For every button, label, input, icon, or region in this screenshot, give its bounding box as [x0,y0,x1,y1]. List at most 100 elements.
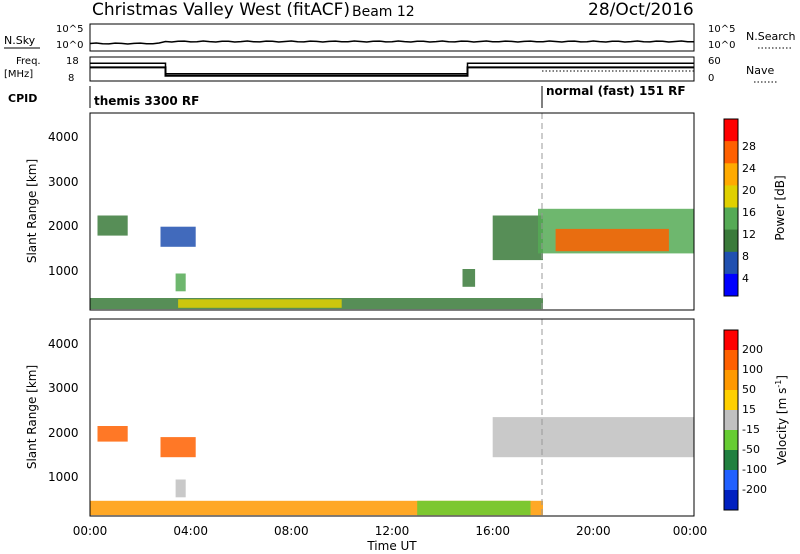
velocity-panel: 4000 3000 2000 1000 Slant Range [km] [25,318,695,517]
velocity-cell [97,426,128,442]
power-cell [555,228,669,252]
nsky-panel-frame [89,23,695,52]
velocity-colorbar-swatch [724,370,738,391]
nsky-tick-top: 10^5 [56,24,83,35]
freq-unit: [MHz] [4,69,33,80]
power-heatmap [90,208,694,310]
nsearch-tick-top: 10^5 [708,24,735,35]
power-cbar-tick-16: 16 [742,206,756,219]
x-axis: 00:00 04:00 08:00 12:00 16:00 20:00 00:0… [73,524,708,553]
velocity-colorbar-swatch [724,390,738,411]
velocity-cbar-tick-m100: -100 [742,463,767,476]
power-cbar-label: Power [dB] [773,175,787,240]
xtick-1200: 12:00 [375,524,410,538]
power-cell [178,299,342,308]
xtick-0000: 00:00 [73,524,108,538]
power-colorbar: 28 24 20 16 12 8 4 Power [dB] [723,118,787,297]
cpid-segment-1: themis 3300 RF [94,94,199,108]
velocity-cbar-tick-m15: -15 [742,423,760,436]
station-title: Christmas Valley West (fitACF) [92,0,350,20]
velocity-cbar-label-end: ] [775,375,789,380]
velocity-cbar-tick-m200: -200 [742,483,767,496]
velocity-cell [160,437,196,458]
velocity-cbar-label-main: Velocity [m s [775,388,789,465]
power-colorbar-frame [723,118,739,297]
nave-label: Nave [746,64,774,77]
date-label: 28/Oct/2016 [588,0,694,20]
velocity-ytick-3000: 3000 [48,381,79,395]
nave-tick-top: 60 [708,56,721,67]
power-cbar-tick-8: 8 [742,250,749,263]
velocity-cbar-label-sup: -1 [774,380,783,388]
nsearch-tick-bottom: 10^0 [708,40,735,51]
cpid-label: CPID [8,92,37,105]
power-cell [175,273,186,292]
velocity-colorbar-swatch [724,430,738,451]
velocity-ytick-1000: 1000 [48,470,79,484]
nsky-trace [89,40,694,45]
power-cell [492,215,543,261]
power-cbar-tick-12: 12 [742,228,756,241]
power-colorbar-swatch [724,141,738,164]
power-cbar-tick-4: 4 [742,272,749,285]
velocity-cell [417,500,531,516]
nave-tick-bottom: 0 [708,73,714,84]
power-cbar-tick-24: 24 [742,162,756,175]
nsky-tick-bottom: 10^0 [56,40,83,51]
velocity-colorbar-swatches [724,330,738,511]
velocity-ytick-2000: 2000 [48,426,79,440]
power-panel: 4000 3000 2000 1000 Slant Range [km] [25,112,695,311]
freq-tick-bottom: 8 [68,73,74,84]
velocity-colorbar: 200 100 50 15 -15 -50 -100 -200 Velocity… [723,329,789,511]
velocity-cbar-tick-50: 50 [742,383,756,396]
power-ytick-1000: 1000 [48,264,79,278]
velocity-heatmap [90,417,694,516]
velocity-panel-frame [89,318,695,517]
nsky-label: N.Sky [4,34,36,47]
velocity-colorbar-swatch [724,470,738,491]
power-colorbar-swatch [724,273,738,297]
power-colorbar-swatch [724,163,738,186]
power-cell [160,226,196,247]
power-panel-frame [89,112,695,311]
velocity-colorbar-swatch [724,410,738,431]
beam-label: Beam 12 [352,4,415,20]
velocity-colorbar-swatch [724,350,738,371]
power-ytick-3000: 3000 [48,175,79,189]
freq-trace [90,66,694,77]
xlabel: Time UT [366,539,417,553]
velocity-colorbar-swatch [724,450,738,471]
velocity-cbar-label: Velocity [m s-1] [774,375,789,465]
xtick-1600: 16:00 [475,524,510,538]
power-cbar-tick-28: 28 [742,140,756,153]
velocity-ytick-4000: 4000 [48,337,79,351]
xtick-0400: 04:00 [173,524,208,538]
cpid-segment-2: normal (fast) 151 RF [546,84,686,98]
power-cell [462,269,476,287]
freq-panel: Freq. [MHz] 18 8 60 0 Nave [4,56,778,84]
velocity-colorbar-frame [723,329,739,511]
freq-label: Freq. [16,56,41,67]
velocity-colorbar-swatch [724,330,738,351]
power-colorbar-swatch [724,185,738,208]
freq-panel-frame [89,56,695,82]
velocity-cbar-tick-100: 100 [742,363,763,376]
nave-trace [90,62,694,75]
xtick-0800: 08:00 [274,524,309,538]
power-colorbar-swatch [724,251,738,275]
power-colorbar-swatch [724,229,738,253]
xtick-2000: 20:00 [576,524,611,538]
velocity-cbar-tick-15: 15 [742,403,756,416]
nsearch-label: N.Search [746,30,796,43]
velocity-cbar-tick-200: 200 [742,343,763,356]
nsky-panel: N.Sky 10^5 10^0 10^5 10^0 N.Search [4,23,796,52]
velocity-ylabel: Slant Range [km] [25,365,39,469]
velocity-cell [175,479,186,498]
power-colorbar-swatch [724,207,738,231]
xtick-2400: 00:00 [673,524,708,538]
cpid-row: CPID themis 3300 RF normal (fast) 151 RF [8,84,686,108]
power-cbar-tick-20: 20 [742,184,756,197]
power-colorbar-swatch [724,119,738,142]
power-cell [97,215,128,236]
